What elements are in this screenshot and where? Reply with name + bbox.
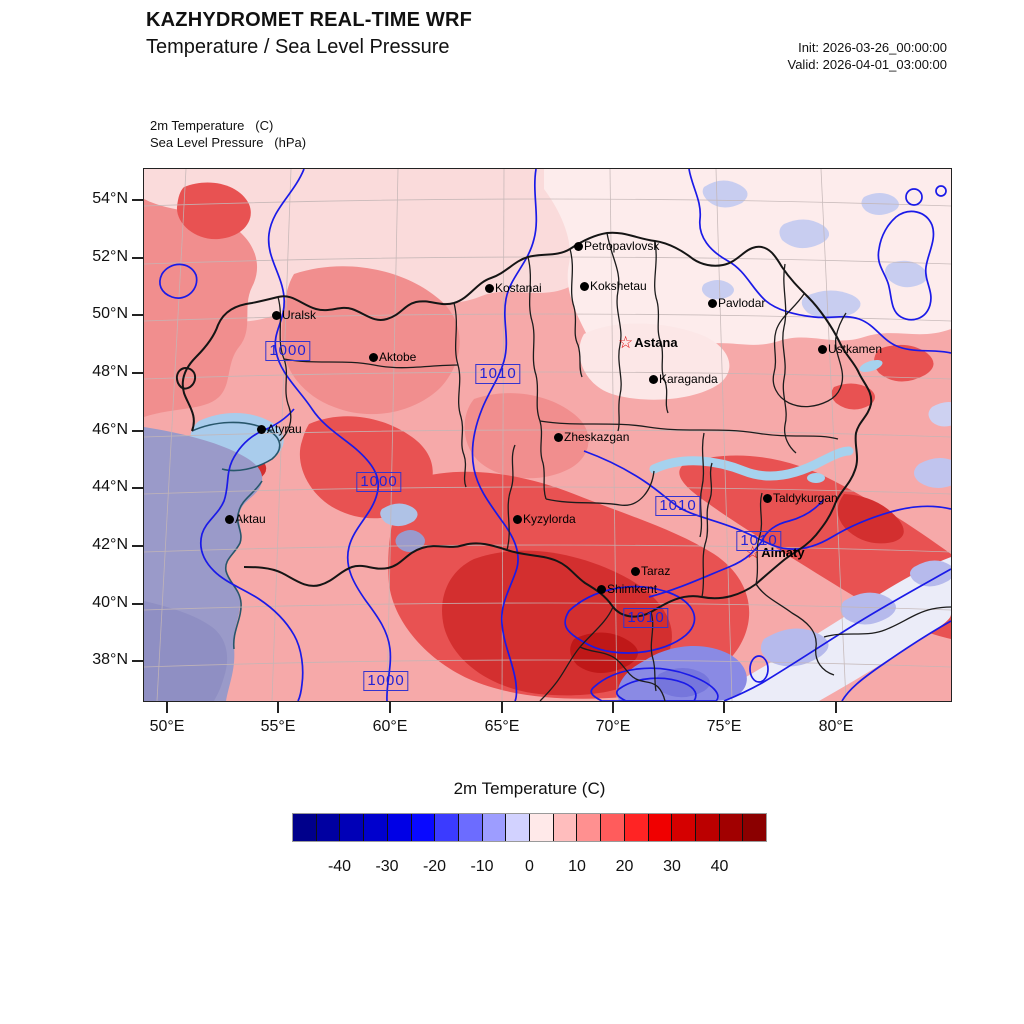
- y-tick: [132, 430, 143, 432]
- pressure-label-1010: 1010: [475, 364, 521, 384]
- colorbar-tick-40: 40: [710, 858, 729, 875]
- y-tick: [132, 487, 143, 489]
- map-panel: Uralsk Aktobe Atyrau Aktau Kostanai Petropavl…: [143, 168, 952, 702]
- colorbar-cell-11: [553, 814, 578, 841]
- map-graphic: [144, 169, 951, 701]
- y-tick-label: 52°N: [92, 248, 128, 265]
- pressure-label-1010: 1010: [655, 496, 701, 516]
- layer-label-temperature: 2m Temperature (C): [150, 118, 274, 133]
- x-tick-label: 65°E: [484, 718, 520, 735]
- y-tick-label: 46°N: [92, 421, 128, 438]
- page-title: KAZHYDROMET REAL-TIME WRF: [146, 9, 473, 31]
- pressure-label-1000: 1000: [356, 472, 402, 492]
- colorbar-cell-17: [695, 814, 720, 841]
- y-tick-label: 54°N: [92, 190, 128, 207]
- colorbar-cell-12: [577, 814, 602, 841]
- x-tick-label: 60°E: [372, 718, 408, 735]
- y-tick: [132, 660, 143, 662]
- temperature-colorbar: [292, 813, 767, 842]
- colorbar-tick--30: -30: [375, 858, 399, 875]
- y-tick: [132, 372, 143, 374]
- y-tick-label: 38°N: [92, 651, 128, 668]
- colorbar-cell-9: [506, 814, 531, 841]
- colorbar-tick-10: 10: [568, 858, 586, 875]
- x-tick: [835, 702, 837, 713]
- init-timestamp: Init: 2026-03-26_00:00:00: [798, 40, 947, 55]
- x-tick: [389, 702, 391, 713]
- colorbar-cell-18: [719, 814, 744, 841]
- y-tick: [132, 314, 143, 316]
- colorbar-tick--20: -20: [422, 858, 447, 875]
- pressure-label-1000: 1000: [363, 671, 409, 691]
- y-tick-label: 42°N: [92, 536, 128, 553]
- colorbar-tick-labels: -40 -30 -20 -10 0 10 20 30 40: [292, 858, 767, 880]
- colorbar-tick--10: -10: [470, 858, 494, 875]
- x-tick: [501, 702, 503, 713]
- colorbar-cell-10: [530, 814, 554, 841]
- y-tick-label: 44°N: [92, 478, 128, 495]
- y-tick-label: 40°N: [92, 594, 128, 611]
- x-tick: [612, 702, 614, 713]
- colorbar-cell-15: [648, 814, 673, 841]
- y-tick: [132, 199, 143, 201]
- colorbar-tick-30: 30: [663, 858, 681, 875]
- colorbar-cell-14: [624, 814, 649, 841]
- colorbar-tick-20: 20: [615, 858, 634, 875]
- colorbar-cell-16: [672, 814, 696, 841]
- colorbar-cell-0: [293, 814, 317, 841]
- colorbar-cell-3: [364, 814, 388, 841]
- layer-label-pressure: Sea Level Pressure (hPa): [150, 135, 307, 150]
- pressure-label-1010: 1010: [623, 608, 669, 628]
- colorbar-cell-1: [316, 814, 341, 841]
- y-tick: [132, 603, 143, 605]
- colorbar-cell-19: [743, 814, 767, 841]
- x-tick: [277, 702, 279, 713]
- x-tick: [723, 702, 725, 713]
- y-tick-label: 50°N: [92, 305, 128, 322]
- colorbar-tick--40: -40: [327, 858, 352, 875]
- pressure-label-1010: 1010: [736, 531, 782, 551]
- y-tick: [132, 545, 143, 547]
- colorbar-cell-5: [411, 814, 436, 841]
- x-tick-label: 55°E: [260, 718, 296, 735]
- colorbar-cell-8: [482, 814, 507, 841]
- page-subtitle: Temperature / Sea Level Pressure: [146, 36, 450, 58]
- y-tick: [132, 257, 143, 259]
- x-tick-label: 50°E: [149, 718, 185, 735]
- valid-timestamp: Valid: 2026-04-01_03:00:00: [787, 57, 948, 72]
- colorbar-cell-4: [387, 814, 412, 841]
- x-tick: [166, 702, 168, 713]
- x-tick-label: 75°E: [706, 718, 742, 735]
- colorbar-title: 2m Temperature (C): [453, 779, 606, 798]
- y-tick-label: 48°N: [92, 363, 128, 380]
- x-tick-label: 80°E: [818, 718, 854, 735]
- colorbar-cell-6: [435, 814, 459, 841]
- colorbar-tick-0: 0: [525, 858, 534, 875]
- colorbar-cell-2: [340, 814, 365, 841]
- colorbar-cell-13: [601, 814, 625, 841]
- x-tick-label: 70°E: [595, 718, 631, 735]
- pressure-label-1000: 1000: [265, 341, 311, 361]
- colorbar-cell-7: [458, 814, 483, 841]
